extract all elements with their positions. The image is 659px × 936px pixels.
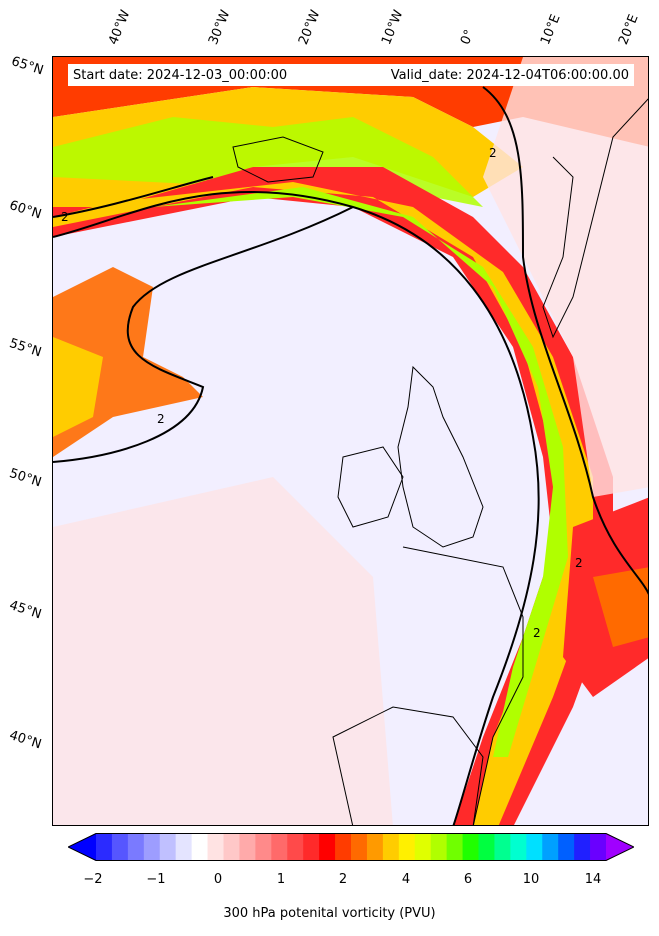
valid-date-text: Valid_date: 2024-12-04T06:00:00.00 [390,67,629,83]
colorbar-segment [446,833,464,861]
lon-label-0: 0° [458,27,478,47]
pv-band-north-green [53,117,483,207]
colorbar-outline [68,833,634,861]
colorbar-segment [398,833,416,861]
lat-label-45n: 45°N [7,598,44,623]
colorbar-segment [382,833,400,861]
colorbar-segment [319,833,336,861]
coastline-france [402,546,524,825]
colorbar-segment [590,833,607,861]
lat-label-50n: 50°N [7,466,44,491]
coastline-norway [542,98,648,339]
cb-tick-neg1: −1 [146,872,166,887]
date-info-box: Start date: 2024-12-03_00:00:00 Valid_da… [68,64,634,86]
coastline-iceland [232,136,324,183]
start-date-text: Start date: 2024-12-03_00:00:00 [73,67,288,83]
lat-label-40n: 40°N [7,728,44,753]
lon-label-30w: 30°W [206,8,234,47]
colorbar-segment [430,833,448,861]
colorbar-segment [239,833,256,861]
cb-tick-10: 10 [522,872,540,887]
colorbar-segment [542,833,559,861]
colorbar-segment [96,833,113,861]
contour-2pvu-main [53,190,540,825]
contour-label-ne: 2 [489,146,497,160]
colorbar-segment [494,833,511,861]
colorbar-segment [159,833,177,861]
contour-label-east: 2 [575,556,583,570]
lon-label-10e: 10°E [538,12,564,47]
cb-tick-neg2: −2 [83,872,103,887]
contour-label-west: 2 [157,412,165,426]
colorbar-segment [143,833,161,861]
lon-label-10w: 10°W [379,8,407,47]
lon-label-20e: 20°E [616,12,642,47]
cb-tick-2: 2 [338,872,348,887]
colorbar-segment [351,833,368,861]
contour-label-north: 2 [61,210,69,224]
pv-blob-east-orange [593,567,648,647]
colorbar-segment [303,833,320,861]
colorbar-segment [255,833,272,861]
colorbar-segment [207,833,224,861]
pv-tongue-yellow [53,337,103,437]
colorbar-segment [526,833,543,861]
colorbar-segment [111,833,129,861]
colorbar-segment [271,833,288,861]
pv-low-region [53,477,393,825]
lon-label-20w: 20°W [296,8,324,47]
pv-field-map: 2 2 2 2 2 [53,57,648,825]
lat-label-65n: 65°N [9,54,46,79]
contour-2pvu-north [53,176,214,218]
colorbar-segment [191,833,209,861]
contour-2pvu-east [482,86,648,595]
lat-label-60n: 60°N [7,198,44,223]
coastline-iberia [332,706,484,825]
colorbar-segment [558,833,575,861]
cb-tick-4: 4 [401,872,411,887]
colorbar-segment [335,833,352,861]
colorbar-segment [175,833,193,861]
colorbar-segment [574,833,591,861]
cb-tick-1: 1 [276,872,286,887]
cb-tick-14: 14 [584,872,602,887]
colorbar [68,833,634,861]
colorbar-segment [510,833,527,861]
colorbar-extend-low [68,833,96,861]
colorbar-extend-high [606,833,634,861]
lat-label-55n: 55°N [7,336,44,361]
contour-2pvu-west [53,206,354,463]
colorbar-label: 300 hPa potenital vorticity (PVU) [223,906,436,921]
contour-label-south: 2 [533,626,541,640]
colorbar-segment [366,833,384,861]
cb-tick-0: 0 [213,872,223,887]
colorbar-segment [223,833,240,861]
coastline-ireland [337,446,404,528]
map-panel: 2 2 2 2 2 [52,56,649,826]
colorbar-segment [127,833,145,861]
colorbar-segment [287,833,304,861]
lon-label-40w: 40°W [106,8,134,47]
coastline-britain [397,365,484,548]
cb-tick-6: 6 [463,872,473,887]
colorbar-segment [414,833,432,861]
colorbar-segment [478,833,495,861]
pv-east-pink [483,57,648,497]
colorbar-segment [462,833,479,861]
